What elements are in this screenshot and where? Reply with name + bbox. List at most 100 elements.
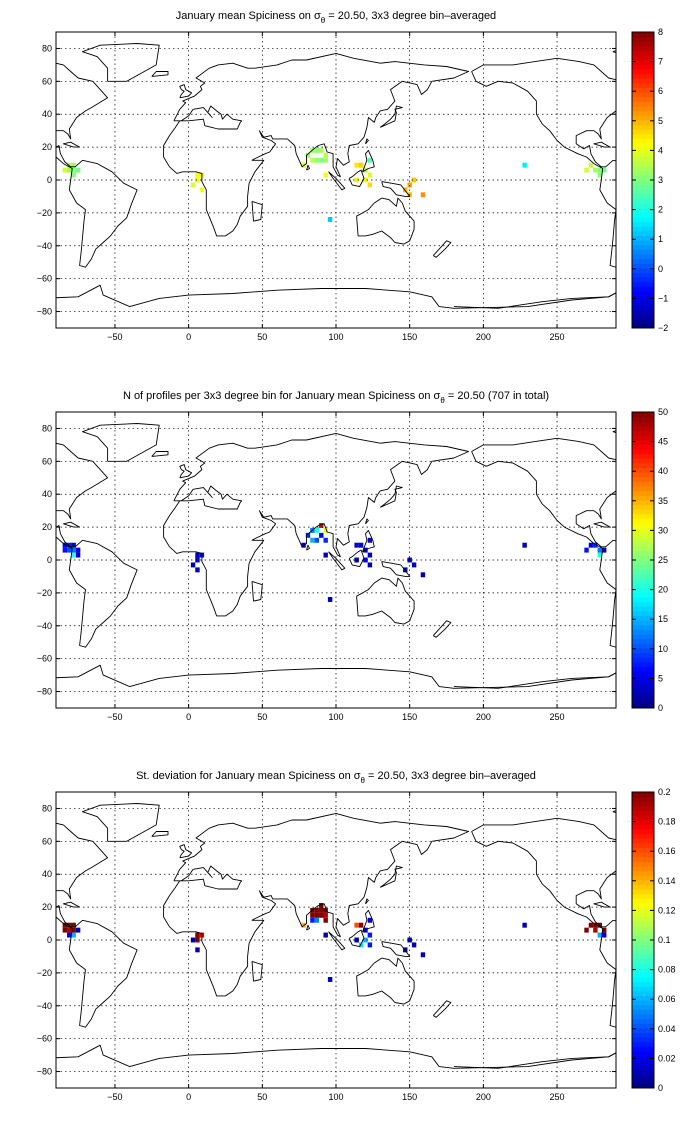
- y-tick-label: 40: [42, 109, 52, 119]
- data-cell: [319, 532, 324, 538]
- data-cell: [354, 557, 359, 563]
- y-tick-label: 60: [42, 836, 52, 846]
- colorbar-step: [632, 152, 654, 158]
- coast-line: [365, 518, 369, 525]
- colorbar: −2 −1 0 1 2 3 4 5 6 7 8: [631, 27, 668, 333]
- colorbar-step: [632, 647, 654, 653]
- data-cell: [323, 907, 328, 913]
- colorbar-step: [632, 1041, 654, 1047]
- coast-line: [593, 901, 611, 908]
- colorbar-step: [632, 967, 654, 973]
- x-tick-label: 250: [550, 712, 565, 722]
- coast-line: [56, 284, 616, 309]
- data-cell: [75, 927, 81, 933]
- colorbar-step: [632, 592, 654, 598]
- coast-line: [306, 544, 310, 551]
- colorbar-step: [632, 189, 654, 195]
- data-cell: [367, 172, 373, 178]
- x-tick-label: 0: [186, 332, 191, 342]
- colorbar-tick-label: −1: [658, 293, 668, 303]
- x-tick-label: 50: [257, 1092, 267, 1102]
- y-tick-label: −40: [37, 241, 52, 251]
- coast-line: [453, 292, 616, 309]
- colorbar-tick-label: 8: [658, 27, 663, 37]
- colorbar-step: [632, 1009, 654, 1015]
- colorbar-step: [632, 879, 654, 885]
- colorbar-step: [632, 610, 654, 616]
- data-cell: [314, 527, 320, 533]
- colorbar-step: [632, 935, 654, 941]
- colorbar-step: [632, 106, 654, 112]
- colorbar-step: [632, 78, 654, 84]
- data-cell: [314, 912, 320, 918]
- data-cell: [323, 152, 328, 158]
- data-cell: [367, 157, 373, 163]
- data-cell: [358, 162, 364, 168]
- coast-line: [356, 957, 415, 1005]
- colorbar-step: [632, 1060, 654, 1066]
- data-cell: [367, 932, 373, 938]
- y-tick-label: −80: [37, 687, 52, 697]
- colorbar-step: [632, 990, 654, 996]
- colorbar-step: [632, 138, 654, 144]
- coastline: [56, 423, 616, 689]
- colorbar-step: [632, 230, 654, 236]
- data-cell: [62, 547, 68, 553]
- data-cell: [62, 167, 68, 173]
- y-tick-label: −60: [37, 1034, 52, 1044]
- y-tick-label: −40: [37, 621, 52, 631]
- colorbar-step: [632, 861, 654, 867]
- colorbar-step: [632, 295, 654, 301]
- colorbar-step: [632, 703, 654, 709]
- colorbar-step: [632, 235, 654, 241]
- data-cell: [195, 947, 200, 953]
- y-tick-label: 60: [42, 456, 52, 466]
- data-cell: [310, 157, 315, 163]
- data-cell: [71, 167, 76, 173]
- data-cell: [358, 922, 364, 928]
- colorbar-step: [632, 675, 654, 681]
- coast-line: [56, 62, 138, 268]
- coast-line: [365, 898, 369, 905]
- data-cell: [305, 152, 311, 158]
- colorbar-step: [632, 462, 654, 468]
- x-tick-label: 200: [476, 1092, 491, 1102]
- coast-line: [306, 924, 310, 931]
- data-cell: [597, 932, 602, 938]
- grid: [56, 412, 616, 708]
- colorbar-step: [632, 87, 654, 93]
- map-panel-2: N of profiles per 3x3 degree bin for Jan…: [37, 390, 668, 722]
- data-cell: [403, 947, 408, 953]
- colorbar-step: [632, 272, 654, 278]
- data-cell: [71, 162, 76, 168]
- colorbar-step: [632, 55, 654, 61]
- colorbar-tick-label: 0.08: [658, 965, 676, 975]
- colorbar-step: [632, 518, 654, 524]
- coast-line: [432, 240, 452, 258]
- colorbar-step: [632, 838, 654, 844]
- data-cell: [71, 922, 76, 928]
- colorbar-step: [632, 69, 654, 75]
- coast-line: [82, 423, 160, 462]
- colorbar-step: [632, 439, 654, 445]
- colorbar-step: [632, 217, 654, 223]
- colorbar-step: [632, 453, 654, 459]
- coast-line: [348, 929, 365, 948]
- y-tick-label: −60: [37, 654, 52, 664]
- colorbar-step: [632, 884, 654, 890]
- colorbar-step: [632, 953, 654, 959]
- colorbar-step: [632, 550, 654, 556]
- colorbar-tick-label: 0.14: [658, 876, 676, 886]
- data-cell: [367, 182, 373, 188]
- data-cell: [71, 932, 76, 938]
- y-tick-label: −60: [37, 274, 52, 284]
- colorbar-tick-label: 45: [658, 437, 668, 447]
- colorbar-step: [632, 1051, 654, 1057]
- colorbar-step: [632, 92, 654, 98]
- data-cell: [584, 167, 589, 173]
- colorbar-step: [632, 661, 654, 667]
- x-tick-label: −50: [107, 332, 122, 342]
- colorbar-step: [632, 926, 654, 932]
- colorbar-step: [632, 963, 654, 969]
